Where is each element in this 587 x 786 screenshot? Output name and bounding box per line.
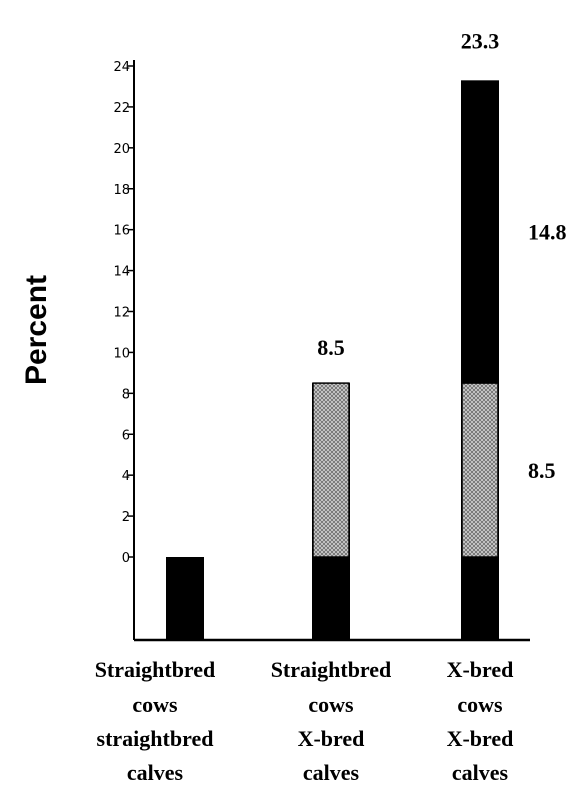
category-label: Straightbred [271,657,392,682]
category-label: cows [457,692,503,717]
category-labels: Straightbred cows straightbred calves Straig… [95,657,514,785]
y-tick-label: 16 [113,224,130,239]
data-label: 8.5 [317,335,345,360]
category-label: straightbred [97,726,214,751]
y-tick-label: 12 [113,306,130,321]
category-label: calves [303,760,360,785]
data-label: 8.5 [528,458,556,483]
bar-hatched-segment [312,382,350,558]
bar-solid-segment [166,557,204,640]
category-label: cows [132,692,178,717]
y-tick-label: 2 [122,510,130,525]
category-label: X-bred [298,726,365,751]
category-label: calves [452,760,509,785]
category-label: X-bred [447,657,514,682]
y-tick-label: 8 [122,387,130,402]
y-tick-label: 14 [113,265,130,280]
bars [166,80,499,641]
category-label: calves [127,760,184,785]
category-label: Straightbred [95,657,216,682]
data-labels: 8.5 23.3 14.8 8.5 [317,28,566,483]
y-tick-label: 22 [113,101,130,116]
y-axis-label: Percent [20,275,53,385]
bar-hatched-segment [461,382,499,558]
y-tick-label: 20 [113,142,130,157]
category-label: cows [308,692,354,717]
y-tick-label: 4 [122,469,130,484]
y-tick-label: 24 [113,60,130,75]
category-label: X-bred [447,726,514,751]
y-tick-label: 18 [113,183,130,198]
data-label: 14.8 [528,220,567,245]
data-label: 23.3 [461,28,500,53]
y-tick-label: 0 [122,551,130,566]
y-tick-label: 6 [122,428,130,443]
y-tick-label: 10 [113,346,130,361]
